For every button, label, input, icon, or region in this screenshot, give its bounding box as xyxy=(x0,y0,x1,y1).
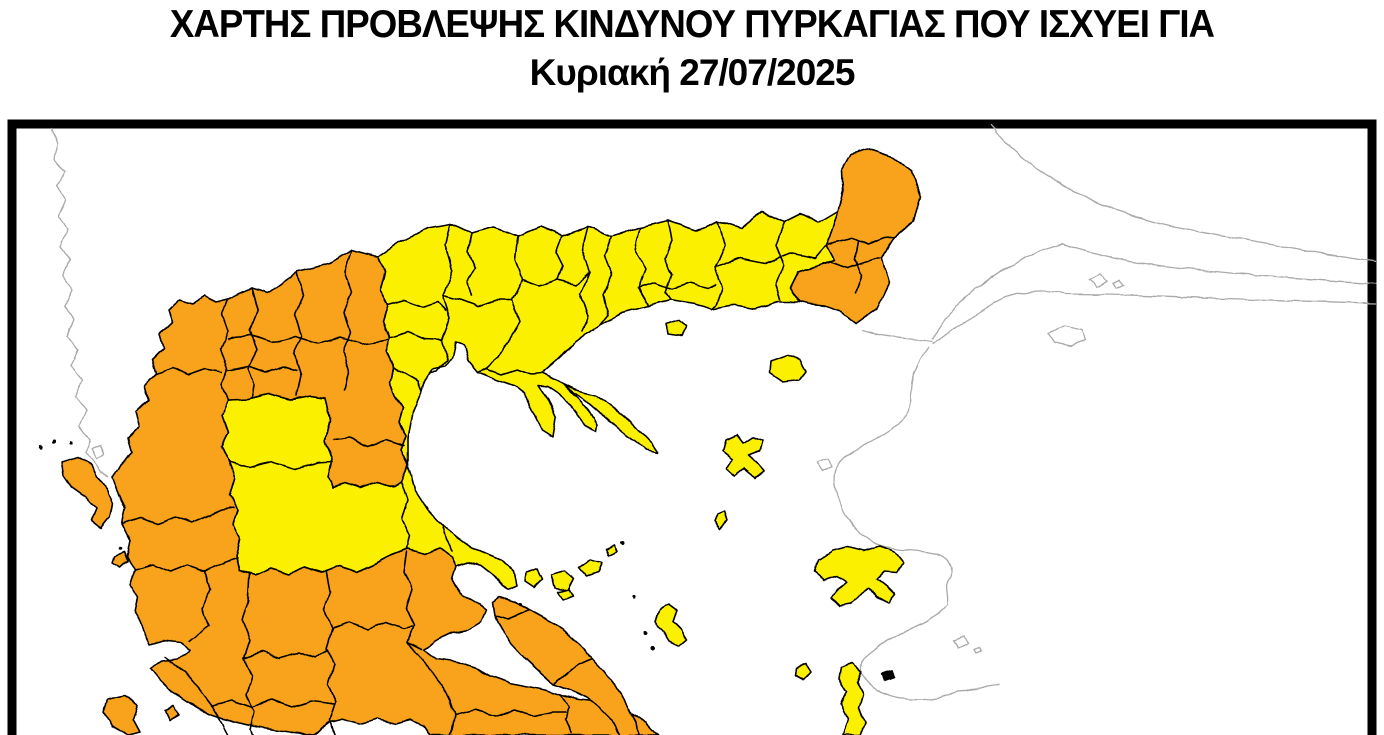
zone-alonissos-islet xyxy=(605,544,618,557)
zone-skantzoura-islet xyxy=(557,588,574,601)
zone-paxoi-island xyxy=(111,551,129,569)
turkish-islets-outline xyxy=(953,635,982,654)
zone-agios-efstratios-island xyxy=(713,510,728,530)
zone-lefkada-islet xyxy=(164,705,179,721)
map-title: ΧΑΡΤΗΣ ΠΡΟΒΛΕΨΗΣ ΚΙΝΔΥΝΟΥ ΠΥΡΚΑΓΙΑΣ ΠΟΥ … xyxy=(0,0,1384,96)
zone-chios-island xyxy=(838,662,866,735)
neighbor-coastlines xyxy=(51,123,1377,701)
turkey-black-sea-coast xyxy=(989,123,1377,263)
turkey-marmara-south-coast xyxy=(932,290,1377,344)
zone-lesvos-island xyxy=(814,545,904,607)
map-title-date: Κυριακή 27/07/2025 xyxy=(529,52,856,93)
zone-lefkada-island xyxy=(103,695,141,735)
map-title-line1: ΧΑΡΤΗΣ ΠΡΟΒΛΕΨΗΣ ΚΙΝΔΥΝΟΥ ΠΥΡΚΑΓΙΑΣ ΠΟΥ … xyxy=(169,3,1215,46)
albania-coastline xyxy=(51,127,109,479)
zone-alonissos-island xyxy=(578,558,603,577)
zone-psara-island xyxy=(794,663,812,681)
turkey-saros-coast xyxy=(860,329,934,342)
zone-ammouliani-islet xyxy=(665,318,687,337)
zone-skyros-island xyxy=(654,604,688,647)
turkey-marmara-north-coast xyxy=(932,243,1377,340)
risk-zones xyxy=(61,148,921,735)
bozcaada-island-outline xyxy=(816,457,833,472)
map-frame xyxy=(7,119,1377,735)
islet-dots xyxy=(39,439,895,681)
zone-limnos-island xyxy=(722,434,765,479)
turkey-anatolia-coast xyxy=(833,346,1001,701)
gokceada-island-outline xyxy=(1047,325,1087,347)
albania-lagoon xyxy=(91,444,105,460)
zone-skiathos-island xyxy=(524,568,543,588)
zone-evia-island xyxy=(492,596,639,735)
zone-corfu-island xyxy=(61,456,114,529)
prefecture-borders xyxy=(121,219,896,735)
zone-skopelos-island xyxy=(550,570,575,591)
marmara-islands-outline xyxy=(1087,274,1125,289)
zone-thasos-island xyxy=(769,354,807,383)
